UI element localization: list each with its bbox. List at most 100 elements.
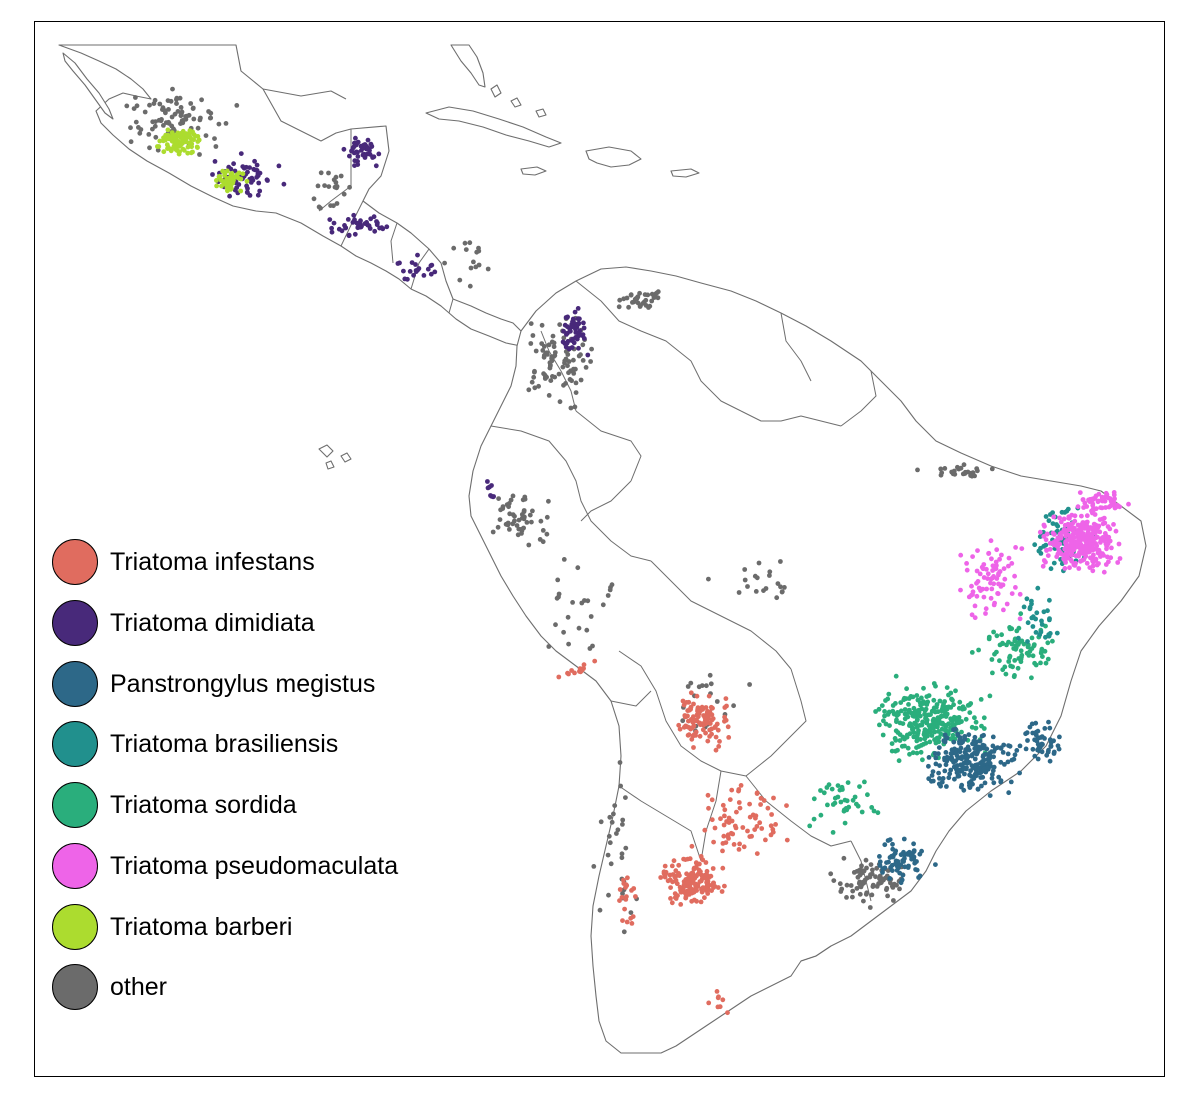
- occurrence-point: [655, 289, 661, 295]
- occurrence-point: [628, 292, 634, 298]
- occurrence-point: [1092, 512, 1098, 517]
- occurrence-point: [905, 714, 911, 720]
- occurrence-point: [1018, 611, 1024, 617]
- occurrence-point: [524, 520, 530, 525]
- occurrence-point: [702, 715, 708, 720]
- occurrence-point: [877, 876, 882, 882]
- occurrence-point: [1051, 514, 1057, 520]
- occurrence-point: [612, 803, 618, 808]
- occurrence-point: [671, 858, 677, 864]
- occurrence-point: [1100, 498, 1105, 504]
- occurrence-point: [355, 139, 361, 145]
- occurrence-point: [1029, 675, 1034, 681]
- occurrence-point: [1025, 644, 1031, 650]
- occurrence-point: [977, 571, 983, 577]
- occurrence-point: [738, 783, 744, 788]
- occurrence-point: [986, 636, 992, 642]
- occurrence-point: [341, 146, 347, 152]
- occurrence-point: [533, 348, 539, 354]
- occurrence-point: [969, 583, 974, 589]
- occurrence-point: [953, 726, 958, 732]
- occurrence-point: [717, 1004, 723, 1010]
- occurrence-point: [600, 602, 606, 608]
- occurrence-point: [754, 575, 760, 581]
- occurrence-point: [318, 170, 324, 176]
- occurrence-point: [1043, 514, 1049, 519]
- occurrence-point: [227, 193, 233, 199]
- occurrence-point: [929, 733, 935, 738]
- occurrence-point: [467, 240, 473, 246]
- occurrence-point: [563, 344, 569, 350]
- occurrence-point: [629, 921, 635, 926]
- occurrence-point: [581, 336, 587, 341]
- occurrence-point: [876, 706, 882, 712]
- occurrence-point: [1045, 749, 1051, 755]
- occurrence-point: [365, 146, 370, 152]
- occurrence-point: [937, 776, 942, 781]
- occurrence-point: [1033, 732, 1039, 738]
- jamaica-outline: [520, 166, 547, 176]
- occurrence-point: [731, 703, 736, 709]
- occurrence-point: [712, 825, 718, 831]
- occurrence-point: [1048, 512, 1053, 517]
- occurrence-point: [974, 739, 979, 745]
- occurrence-point: [225, 188, 230, 194]
- legend-swatch: [52, 782, 98, 828]
- occurrence-point: [996, 774, 1002, 780]
- occurrence-point: [993, 566, 999, 572]
- occurrence-point: [551, 340, 557, 346]
- occurrence-point: [986, 550, 992, 556]
- occurrence-point: [1065, 506, 1071, 512]
- occurrence-point: [1033, 630, 1039, 635]
- occurrence-point: [955, 731, 960, 737]
- occurrence-point: [1030, 730, 1036, 736]
- occurrence-point: [541, 354, 547, 360]
- occurrence-point: [1102, 520, 1108, 526]
- occurrence-point: [848, 883, 854, 888]
- occurrence-point: [669, 900, 675, 906]
- occurrence-point: [882, 842, 888, 848]
- occurrence-point: [936, 745, 942, 750]
- occurrence-point: [931, 716, 937, 722]
- occurrence-point: [942, 739, 948, 745]
- occurrence-point: [710, 716, 716, 721]
- occurrence-point: [1038, 650, 1044, 656]
- occurrence-point: [932, 709, 938, 715]
- occurrence-point: [1025, 738, 1030, 743]
- occurrence-point: [621, 929, 627, 935]
- occurrence-point: [216, 121, 222, 127]
- occurrence-point: [1042, 648, 1048, 654]
- occurrence-point: [928, 712, 933, 717]
- occurrence-point: [569, 324, 574, 330]
- occurrence-point: [160, 107, 165, 112]
- occurrence-point: [769, 812, 774, 817]
- occurrence-point: [1032, 542, 1038, 548]
- occurrence-point: [1012, 658, 1018, 663]
- puerto-rico-outline: [670, 168, 700, 178]
- occurrence-point: [972, 734, 978, 740]
- occurrence-point: [888, 880, 893, 886]
- occurrence-point: [621, 877, 626, 883]
- occurrence-point: [195, 125, 201, 131]
- occurrence-point: [1030, 624, 1036, 629]
- occurrence-point: [384, 224, 390, 230]
- occurrence-point: [598, 819, 604, 825]
- occurrence-point: [352, 231, 358, 237]
- occurrence-point: [178, 113, 184, 119]
- occurrence-point: [927, 727, 933, 733]
- occurrence-point: [1007, 653, 1013, 659]
- occurrence-point: [961, 462, 967, 468]
- occurrence-point: [1029, 615, 1035, 621]
- occurrence-point: [370, 155, 375, 160]
- occurrence-point: [752, 827, 758, 832]
- occurrence-point: [893, 728, 899, 734]
- occurrence-point: [576, 625, 582, 631]
- occurrence-point: [1014, 748, 1020, 753]
- occurrence-point: [550, 374, 555, 379]
- occurrence-point: [565, 363, 570, 369]
- occurrence-point: [212, 159, 218, 164]
- occurrence-point: [893, 861, 898, 867]
- occurrence-point: [177, 95, 183, 101]
- occurrence-point: [877, 859, 883, 865]
- occurrence-point: [1091, 552, 1096, 558]
